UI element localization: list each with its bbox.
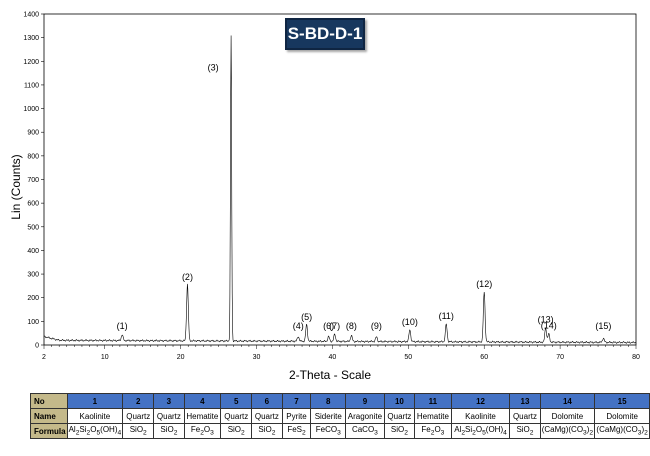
y-tick-label: 800: [27, 153, 39, 160]
legend-formula-cell: SiO2: [220, 423, 253, 439]
legend-number-cell: 9: [345, 393, 385, 409]
legend-name-cell: Quartz: [383, 408, 416, 424]
sample-title-box: S-BD-D-1: [285, 18, 365, 50]
legend-number-cell: 15: [594, 393, 650, 409]
x-tick-label: 2: [42, 354, 46, 361]
legend-number-cell: 11: [414, 393, 452, 409]
y-tick-label: 400: [27, 248, 39, 255]
y-tick-label: 900: [27, 130, 39, 137]
legend-formula-cell: FeCO3: [310, 423, 347, 439]
legend-name-cell: Aragonite: [345, 408, 385, 424]
legend-name-cell: Dolomite: [594, 408, 650, 424]
peak-label: (13): [538, 314, 554, 324]
legend-name-cell: Quartz: [122, 408, 155, 424]
legend-row-label: Formula: [30, 423, 68, 439]
legend-formula-cell: SiO2: [509, 423, 541, 439]
legend-number-cell: 7: [281, 393, 312, 409]
legend-formula-cell: Al2Si2O5(OH)4: [450, 423, 511, 439]
peak-label: (7): [329, 321, 340, 331]
peak-label: (1): [117, 321, 128, 331]
peak-label: (9): [371, 321, 382, 331]
legend-number-cell: 1: [66, 393, 124, 409]
legend-number-cell: 5: [220, 393, 253, 409]
peak-label: (6): [323, 321, 334, 331]
legend-number-cell: 6: [251, 393, 283, 409]
y-tick-label: 700: [27, 177, 39, 184]
y-tick-label: 1200: [23, 59, 39, 66]
legend-formula-cell: Al2Si2O5(OH)4: [66, 423, 124, 439]
legend-name-cell: Quartz: [220, 408, 253, 424]
peak-label: (2): [182, 272, 193, 282]
y-tick-label: 1300: [23, 35, 39, 42]
legend-formula-cell: (CaMg)(CO3)2: [594, 423, 650, 439]
legend-name-cell: Quartz: [509, 408, 541, 424]
legend-name-cell: Dolomite: [539, 408, 596, 424]
legend-name-cell: Kaolinite: [450, 408, 511, 424]
legend-name-cell: Hematite: [414, 408, 452, 424]
legend-number-cell: 10: [383, 393, 416, 409]
legend-name-cell: Kaolinite: [66, 408, 124, 424]
y-tick-label: 100: [27, 319, 39, 326]
x-tick-label: 10: [101, 354, 109, 361]
legend-number-cell: 2: [122, 393, 155, 409]
peak-label: (14): [541, 320, 557, 330]
xrd-chart: 0 100 200 300 400 500 600 700 800 900 1000 1100 1200…: [9, 12, 640, 383]
x-tick-label: 20: [177, 354, 185, 361]
legend-formula-cell: (CaMg)(CO3)2: [539, 423, 596, 439]
x-tick-label: 40: [329, 354, 337, 361]
legend-number-cell: 12: [450, 393, 511, 409]
plot-frame: [43, 13, 637, 346]
peak-label: (15): [595, 321, 611, 331]
legend-formula-cell: SiO2: [122, 423, 155, 439]
x-tick-label: 70: [556, 354, 564, 361]
y-tick-label: 1000: [23, 106, 39, 113]
x-tick-label: 30: [253, 354, 261, 361]
peak-label: (10): [402, 317, 418, 327]
x-tick-label: 60: [480, 354, 488, 361]
y-tick-label: 1400: [23, 12, 39, 19]
legend-name-cell: Quartz: [251, 408, 283, 424]
legend-formula-cell: CaCO3: [345, 423, 385, 439]
y-tick-label: 600: [27, 201, 39, 208]
xrd-plot-area: 0 100 200 300 400 500 600 700 800 900 1000 1100 1200…: [23, 12, 640, 362]
y-tick-label: 200: [27, 295, 39, 302]
phase-legend-table: No 1 2 3 4 5 6 7 8 9 10 11 12 13 14 15 Name Kaolinite Q…: [30, 393, 650, 439]
legend-number-cell: 8: [310, 393, 347, 409]
peak-label: (4): [293, 321, 304, 331]
legend-number-cell: 4: [183, 393, 222, 409]
legend-formula-cell: SiO2: [383, 423, 416, 439]
legend-formula-cell: Fe2O3: [414, 423, 452, 439]
y-axis-label: Lin (Counts): [9, 154, 23, 220]
x-tick-label: 50: [404, 354, 412, 361]
legend-row-label: Name: [30, 408, 68, 424]
legend-name-cell: Pyrite: [281, 408, 312, 424]
legend-formula-cell: FeS2: [281, 423, 312, 439]
legend-number-cell: 13: [509, 393, 541, 409]
peak-label: (8): [346, 321, 357, 331]
xrd-pattern-line: [43, 35, 637, 344]
y-tick-label: 0: [35, 343, 39, 350]
legend-number-cell: 3: [153, 393, 185, 409]
y-tick-label: 500: [27, 224, 39, 231]
legend-row-no: No 1 2 3 4 5 6 7 8 9 10 11 12 13 14 15: [30, 393, 650, 409]
legend-formula-cell: SiO2: [251, 423, 283, 439]
legend-formula-cell: SiO2: [153, 423, 185, 439]
x-axis-label: 2-Theta - Scale: [288, 368, 372, 382]
peak-label: (5): [301, 312, 312, 322]
peak-label: (11): [439, 311, 454, 321]
legend-row-label: No: [30, 393, 68, 409]
peak-label: (3): [208, 63, 219, 73]
legend-row-formula: Formula Al2Si2O5(OH)4 SiO2 SiO2 Fe2O3 SiO2 Si…: [30, 423, 650, 439]
peak-label: (12): [476, 279, 492, 289]
legend-row-name: Name Kaolinite Quartz Quartz Hematite Quartz…: [30, 408, 650, 424]
legend-name-cell: Quartz: [153, 408, 185, 424]
legend-number-cell: 14: [539, 393, 596, 409]
y-tick-label: 300: [27, 272, 39, 279]
legend-name-cell: Hematite: [183, 408, 222, 424]
legend-formula-cell: Fe2O3: [183, 423, 222, 439]
legend-name-cell: Siderite: [310, 408, 347, 424]
x-tick-label: 80: [632, 354, 640, 361]
y-tick-label: 1100: [24, 82, 39, 89]
